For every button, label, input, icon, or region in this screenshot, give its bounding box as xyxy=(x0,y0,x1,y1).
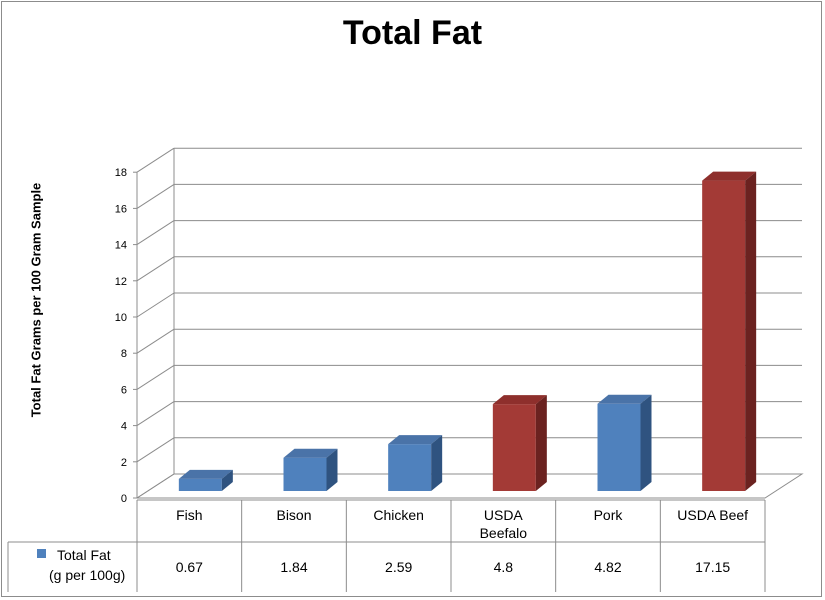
bar-side xyxy=(535,395,547,491)
bar-side xyxy=(745,171,757,491)
bar-front xyxy=(702,180,746,491)
gridline-side xyxy=(136,473,175,499)
bar-front xyxy=(492,404,536,491)
data-table: Fish 0.67 Bison 1.84 Chicken 2.59 USDA Beefalo 4… xyxy=(7,499,766,592)
bar-top xyxy=(597,394,652,404)
value-label: 4.8 xyxy=(494,559,514,575)
y-tick-label: 14 xyxy=(115,240,127,252)
gridline-side xyxy=(136,292,175,318)
bar-front xyxy=(283,457,327,491)
gridline-side xyxy=(136,220,175,246)
y-tick-label: 12 xyxy=(115,276,127,288)
legend-label-line2: (g per 100g) xyxy=(49,567,125,583)
gridline-side xyxy=(136,401,175,427)
chart-title: Total Fat xyxy=(342,14,483,52)
y-tick-label: 0 xyxy=(121,493,127,505)
bar xyxy=(388,435,443,491)
gridline-side xyxy=(136,147,175,173)
value-label: 1.84 xyxy=(280,559,307,575)
value-label: 4.82 xyxy=(594,559,621,575)
bar-side xyxy=(640,394,652,491)
bar-front xyxy=(597,403,641,491)
y-tick-label: 2 xyxy=(121,457,127,469)
bar xyxy=(702,171,757,491)
bar-top xyxy=(702,171,757,181)
bar-side xyxy=(221,469,233,491)
gridline-side xyxy=(136,183,175,209)
gridline-side xyxy=(136,328,175,354)
bar xyxy=(178,469,233,491)
gridline-side xyxy=(136,437,175,463)
bar-top xyxy=(492,395,547,405)
category-label: Pork xyxy=(594,507,624,523)
bar-side xyxy=(326,448,338,491)
gridline-side xyxy=(136,256,175,282)
legend-label-line1: Total Fat xyxy=(57,547,111,563)
category-label: Fish xyxy=(176,507,202,523)
bar-front xyxy=(178,478,222,491)
value-label: 2.59 xyxy=(385,559,412,575)
y-tick-label: 10 xyxy=(115,312,127,324)
bar-top xyxy=(283,448,338,458)
gridline-side xyxy=(136,364,175,390)
gridlines xyxy=(133,147,802,499)
bar xyxy=(597,394,652,491)
y-tick-label: 4 xyxy=(121,421,127,433)
category-label: Chicken xyxy=(373,507,424,523)
y-tick-label: 18 xyxy=(115,167,127,179)
category-label: Bison xyxy=(276,507,311,523)
bar-top xyxy=(388,435,443,445)
bar xyxy=(492,395,547,491)
category-label: USDA Beefalo xyxy=(480,507,528,541)
category-label: USDA Beef xyxy=(677,507,748,523)
y-tick-labels: 0 2 4 6 8 10 12 14 16 18 xyxy=(115,167,127,505)
value-label: 17.15 xyxy=(695,559,730,575)
bar xyxy=(283,448,338,491)
legend-key xyxy=(37,549,46,558)
y-tick-label: 16 xyxy=(115,203,127,215)
bars xyxy=(178,171,757,491)
y-tick-label: 8 xyxy=(121,348,127,360)
value-label: 0.67 xyxy=(176,559,203,575)
bar-side xyxy=(431,435,443,491)
bar-top xyxy=(178,469,233,479)
y-tick-label: 6 xyxy=(121,384,127,396)
bar-front xyxy=(388,444,432,491)
